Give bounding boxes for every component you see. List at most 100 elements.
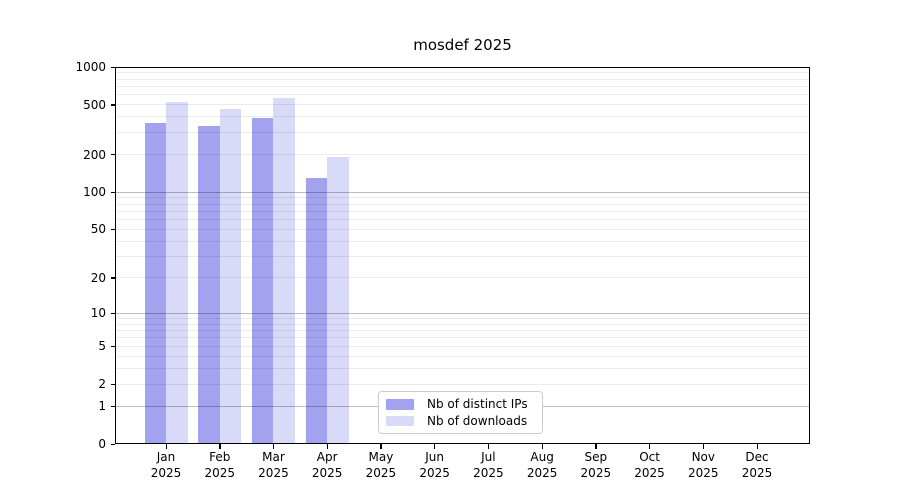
minor-gridline (115, 345, 810, 347)
minor-gridline (115, 240, 810, 242)
y-tick-mark (110, 191, 115, 193)
x-tick-mark (272, 444, 275, 449)
minor-gridline (115, 256, 810, 258)
legend-swatch (386, 399, 414, 410)
month-label: Jul (481, 450, 496, 464)
minor-gridline (115, 367, 810, 369)
minor-gridline (115, 383, 810, 385)
x-tick-label-apr: Apr 2025 (295, 450, 359, 481)
minor-gridline (115, 210, 810, 212)
x-tick-label-sep: Sep 2025 (564, 450, 628, 481)
y-tick-label: 200 (83, 147, 106, 162)
minor-gridline (115, 323, 810, 325)
x-tick-mark (380, 444, 382, 449)
x-tick-label-feb: Feb 2025 (188, 450, 252, 481)
y-tick-mark (110, 104, 115, 106)
left-spine (115, 67, 117, 444)
minor-gridline (115, 330, 810, 332)
y-tick-label: 2 (98, 377, 106, 392)
year-label: 2025 (365, 465, 397, 480)
y-tick-label: 10 (90, 306, 106, 321)
year-label: 2025 (634, 465, 665, 480)
y-tick-label: 1000 (75, 60, 106, 74)
minor-gridline (115, 355, 810, 357)
x-tick-label-jul: Jul 2025 (456, 450, 520, 481)
x-tick-mark (756, 444, 758, 449)
x-tick-mark (487, 444, 490, 449)
x-tick-label-mar: Mar 2025 (241, 450, 305, 481)
year-label: 2025 (419, 465, 450, 480)
legend: Nb of distinct IPs Nb of downloads (378, 391, 543, 434)
y-tick-label: 500 (83, 97, 106, 112)
x-axis-line (115, 442, 810, 444)
minor-gridline (115, 72, 810, 74)
x-tick-label-jun: Jun 2025 (403, 450, 467, 481)
x-tick-mark (649, 444, 651, 449)
legend-entry: Nb of distinct IPs (386, 396, 535, 413)
x-tick-mark (595, 444, 597, 449)
y-tick-mark (110, 383, 115, 385)
y-tick-mark (110, 405, 115, 407)
legend-label: Nb of downloads (427, 413, 528, 428)
y-tick-label: 20 (90, 270, 106, 285)
month-label: Oct (639, 450, 660, 464)
minor-gridline (115, 154, 810, 156)
legend-entry: Nb of downloads (386, 413, 535, 430)
plot-area (115, 66, 810, 444)
y-tick-mark (110, 277, 115, 279)
chart-title: mosdef 2025 (413, 36, 512, 54)
x-tick-mark (165, 444, 167, 449)
year-label: 2025 (741, 465, 773, 480)
year-label: 2025 (580, 465, 612, 480)
x-tick-mark (702, 444, 705, 449)
month-label: Sep (584, 450, 608, 464)
y-tick-label: 0 (98, 437, 106, 451)
year-label: 2025 (311, 465, 343, 480)
major-gridline (115, 191, 810, 193)
month-label: May (368, 450, 394, 464)
month-label: Dec (745, 450, 769, 464)
minor-gridline (115, 228, 810, 230)
y-tick-mark (110, 228, 115, 231)
minor-gridline (115, 337, 810, 339)
top-spine (115, 67, 810, 69)
year-label: 2025 (688, 465, 719, 480)
minor-gridline (115, 317, 810, 319)
minor-gridline (115, 94, 810, 96)
x-tick-mark (326, 444, 328, 449)
y-tick-label: 1 (98, 399, 106, 414)
month-label: Feb (209, 450, 231, 464)
year-label: 2025 (150, 465, 182, 480)
y-tick-mark (110, 66, 115, 68)
minor-gridline (115, 85, 810, 87)
y-tick-mark (110, 443, 115, 445)
x-tick-mark (541, 444, 543, 449)
bar-distinct-ips (198, 125, 220, 444)
x-tick-label-oct: Oct 2025 (618, 450, 682, 481)
minor-gridline (115, 132, 810, 134)
year-label: 2025 (526, 465, 558, 480)
month-label: Aug (530, 450, 554, 464)
legend-label: Nb of distinct IPs (427, 397, 528, 412)
bar-distinct-ips (144, 122, 166, 444)
month-label: Jan (156, 450, 176, 464)
month-label: Nov (691, 450, 715, 464)
bar-downloads (166, 101, 188, 444)
month-label: Mar (262, 450, 285, 464)
bar-distinct-ips (251, 117, 274, 444)
x-tick-label-dec: Dec 2025 (725, 450, 789, 481)
legend-swatch (386, 415, 414, 426)
minor-gridline (115, 197, 810, 199)
year-label: 2025 (204, 465, 235, 480)
y-tick-label: 5 (98, 339, 106, 354)
major-gridline (115, 312, 810, 314)
x-tick-label-aug: Aug 2025 (510, 450, 574, 481)
bar-downloads (327, 157, 349, 444)
bar-downloads (273, 97, 295, 444)
x-tick-label-jan: Jan 2025 (134, 450, 198, 481)
right-spine (808, 67, 810, 444)
y-tick-mark (110, 154, 115, 156)
x-tick-mark (219, 444, 221, 449)
minor-gridline (115, 277, 810, 279)
